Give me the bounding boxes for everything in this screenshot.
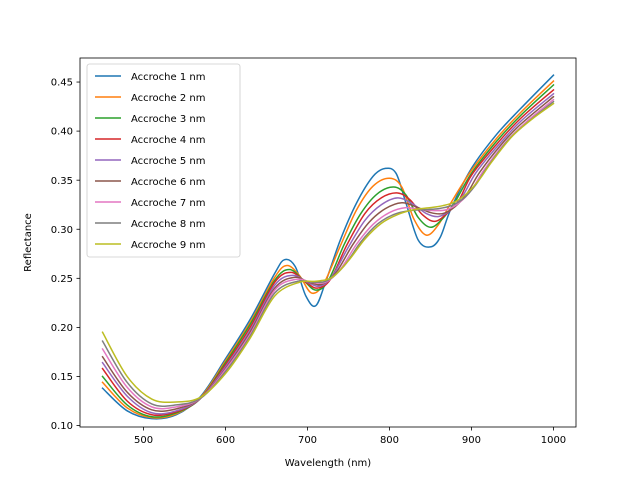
y-tick-label: 0.45 [51, 78, 73, 89]
x-tick-label: 1000 [541, 435, 566, 446]
y-axis-label: Reflectance [23, 213, 34, 272]
legend-label: Accroche 7 nm [131, 198, 205, 209]
x-axis-ticks: 500 600 700 800 900 1000 [134, 427, 566, 446]
legend-label: Accroche 5 nm [131, 156, 205, 167]
x-tick-label: 900 [462, 435, 481, 446]
y-tick-label: 0.40 [51, 127, 73, 138]
legend-label: Accroche 8 nm [131, 219, 205, 230]
y-tick-label: 0.30 [51, 225, 73, 236]
legend-label: Accroche 2 nm [131, 93, 205, 104]
y-tick-label: 0.25 [51, 274, 73, 285]
legend-label: Accroche 1 nm [131, 72, 205, 83]
legend-label: Accroche 3 nm [131, 114, 205, 125]
legend-label: Accroche 9 nm [131, 240, 205, 251]
y-tick-label: 0.10 [51, 421, 73, 432]
x-tick-label: 600 [216, 435, 235, 446]
y-tick-label: 0.15 [51, 372, 73, 383]
legend: Accroche 1 nm Accroche 2 nm Accroche 3 nm A… [86, 63, 241, 258]
series-line-9 [101, 102, 555, 404]
x-tick-label: 500 [134, 435, 153, 446]
y-axis-ticks: 0.10 0.15 0.20 0.25 0.30 0.35 0.40 0.45 [51, 78, 80, 432]
y-tick-label: 0.35 [51, 176, 73, 187]
legend-box [86, 63, 241, 258]
series-layer [101, 74, 555, 420]
x-axis-label: Wavelength (nm) [285, 458, 371, 469]
legend-label: Accroche 4 nm [131, 135, 205, 146]
axes-frame [79, 57, 577, 428]
legend-label: Accroche 6 nm [131, 177, 205, 188]
y-tick-label: 0.20 [51, 323, 73, 334]
x-tick-label: 700 [298, 435, 317, 446]
x-tick-label: 800 [380, 435, 399, 446]
